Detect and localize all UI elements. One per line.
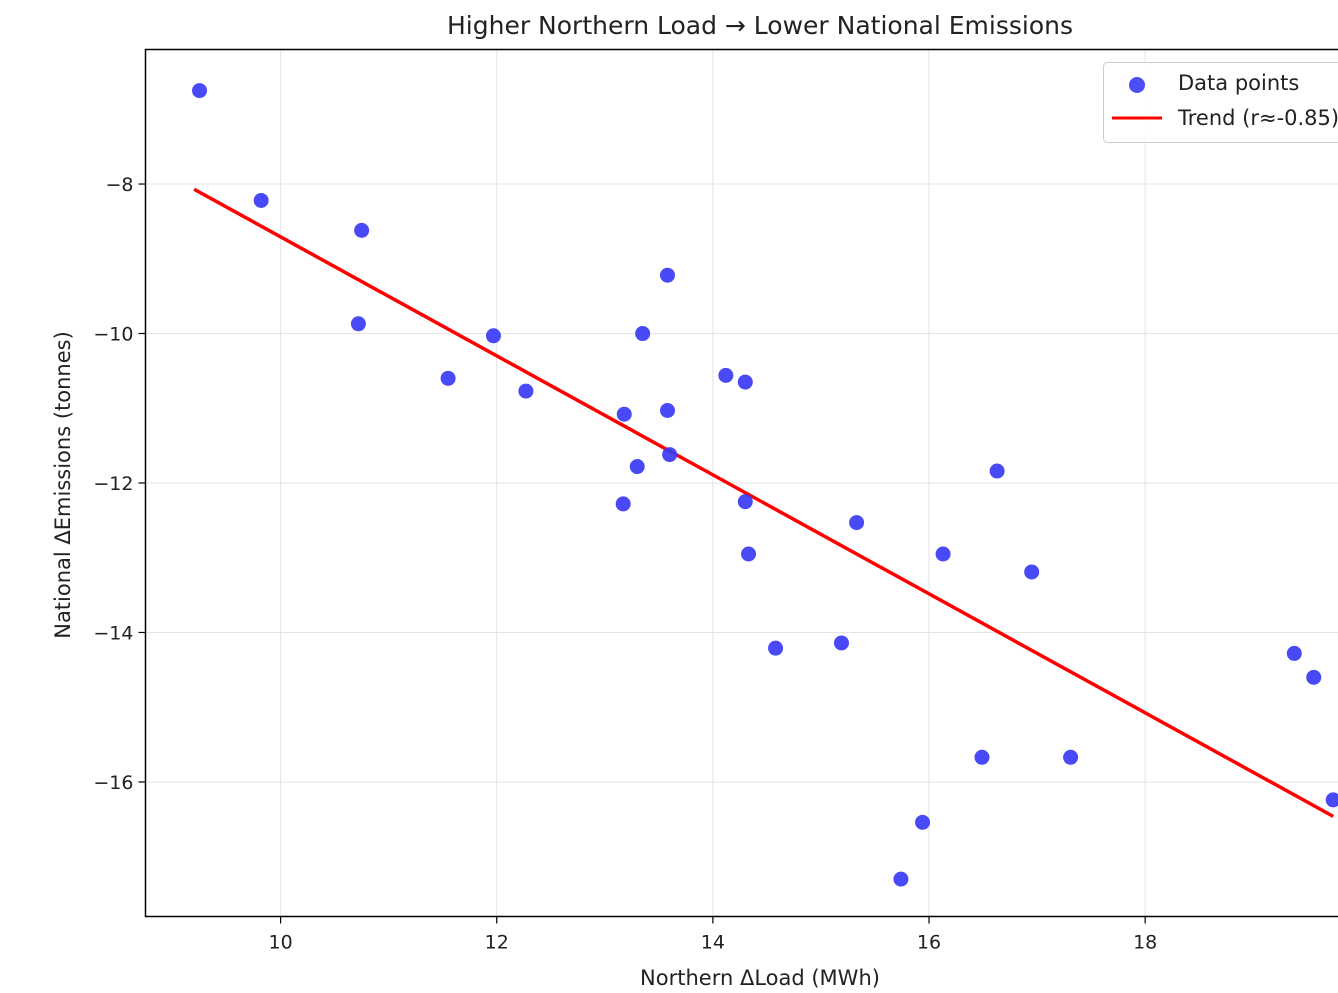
trend-layer <box>193 187 1335 818</box>
data-point <box>1325 792 1338 808</box>
data-point <box>833 635 849 651</box>
x-tick-label: 18 <box>1133 932 1157 954</box>
axis-ticks: 10 12 14 16 18 −8 −10 −12 −14 −16 <box>93 174 1157 953</box>
data-point <box>518 383 534 399</box>
data-point <box>935 546 951 562</box>
grid <box>145 49 1338 917</box>
data-point <box>849 515 865 531</box>
data-point <box>615 496 631 512</box>
y-tick-label: −12 <box>93 473 133 495</box>
legend-label-trend: Trend (r≈-0.85) <box>1177 106 1338 130</box>
data-point <box>629 459 645 475</box>
data-point <box>989 463 1005 479</box>
data-point <box>354 222 370 238</box>
x-tick-label: 16 <box>917 932 941 954</box>
data-point <box>741 546 757 562</box>
x-axis-label: Northern ΔLoad (MWh) <box>640 966 880 990</box>
data-point <box>893 871 909 887</box>
chart-title: Higher Northern Load → Lower National Em… <box>447 11 1073 40</box>
data-point <box>737 374 753 390</box>
data-point <box>1063 749 1079 765</box>
x-tick-label: 10 <box>268 932 292 954</box>
legend-label-data-points: Data points <box>1178 71 1299 95</box>
x-tick-label: 14 <box>701 932 725 954</box>
data-point <box>350 316 366 332</box>
x-tick-label: 12 <box>485 932 509 954</box>
data-point <box>485 328 501 344</box>
data-point <box>915 814 931 830</box>
y-tick-label: −10 <box>93 324 133 346</box>
data-point <box>974 749 990 765</box>
y-axis-label: National ΔEmissions (tonnes) <box>51 331 75 639</box>
data-point <box>253 192 269 208</box>
data-point <box>1306 669 1322 685</box>
data-point <box>616 406 632 422</box>
data-point <box>192 83 208 99</box>
data-point <box>662 447 678 463</box>
data-point <box>718 367 734 383</box>
data-point <box>440 370 456 386</box>
data-point <box>1286 645 1302 661</box>
legend-scatter-marker <box>1129 77 1145 93</box>
data-point <box>659 403 675 419</box>
data-point <box>768 640 784 656</box>
data-point <box>635 326 651 342</box>
data-point <box>1024 564 1040 580</box>
y-tick-label: −14 <box>93 622 133 644</box>
legend-box <box>1103 62 1338 143</box>
data-point <box>659 267 675 283</box>
trend-line <box>193 187 1335 818</box>
points-layer <box>192 83 1338 887</box>
legend: Data points Trend (r≈-0.85) <box>1103 62 1338 143</box>
y-tick-label: −16 <box>93 772 133 794</box>
data-point <box>737 494 753 510</box>
y-tick-label: −8 <box>105 174 133 196</box>
